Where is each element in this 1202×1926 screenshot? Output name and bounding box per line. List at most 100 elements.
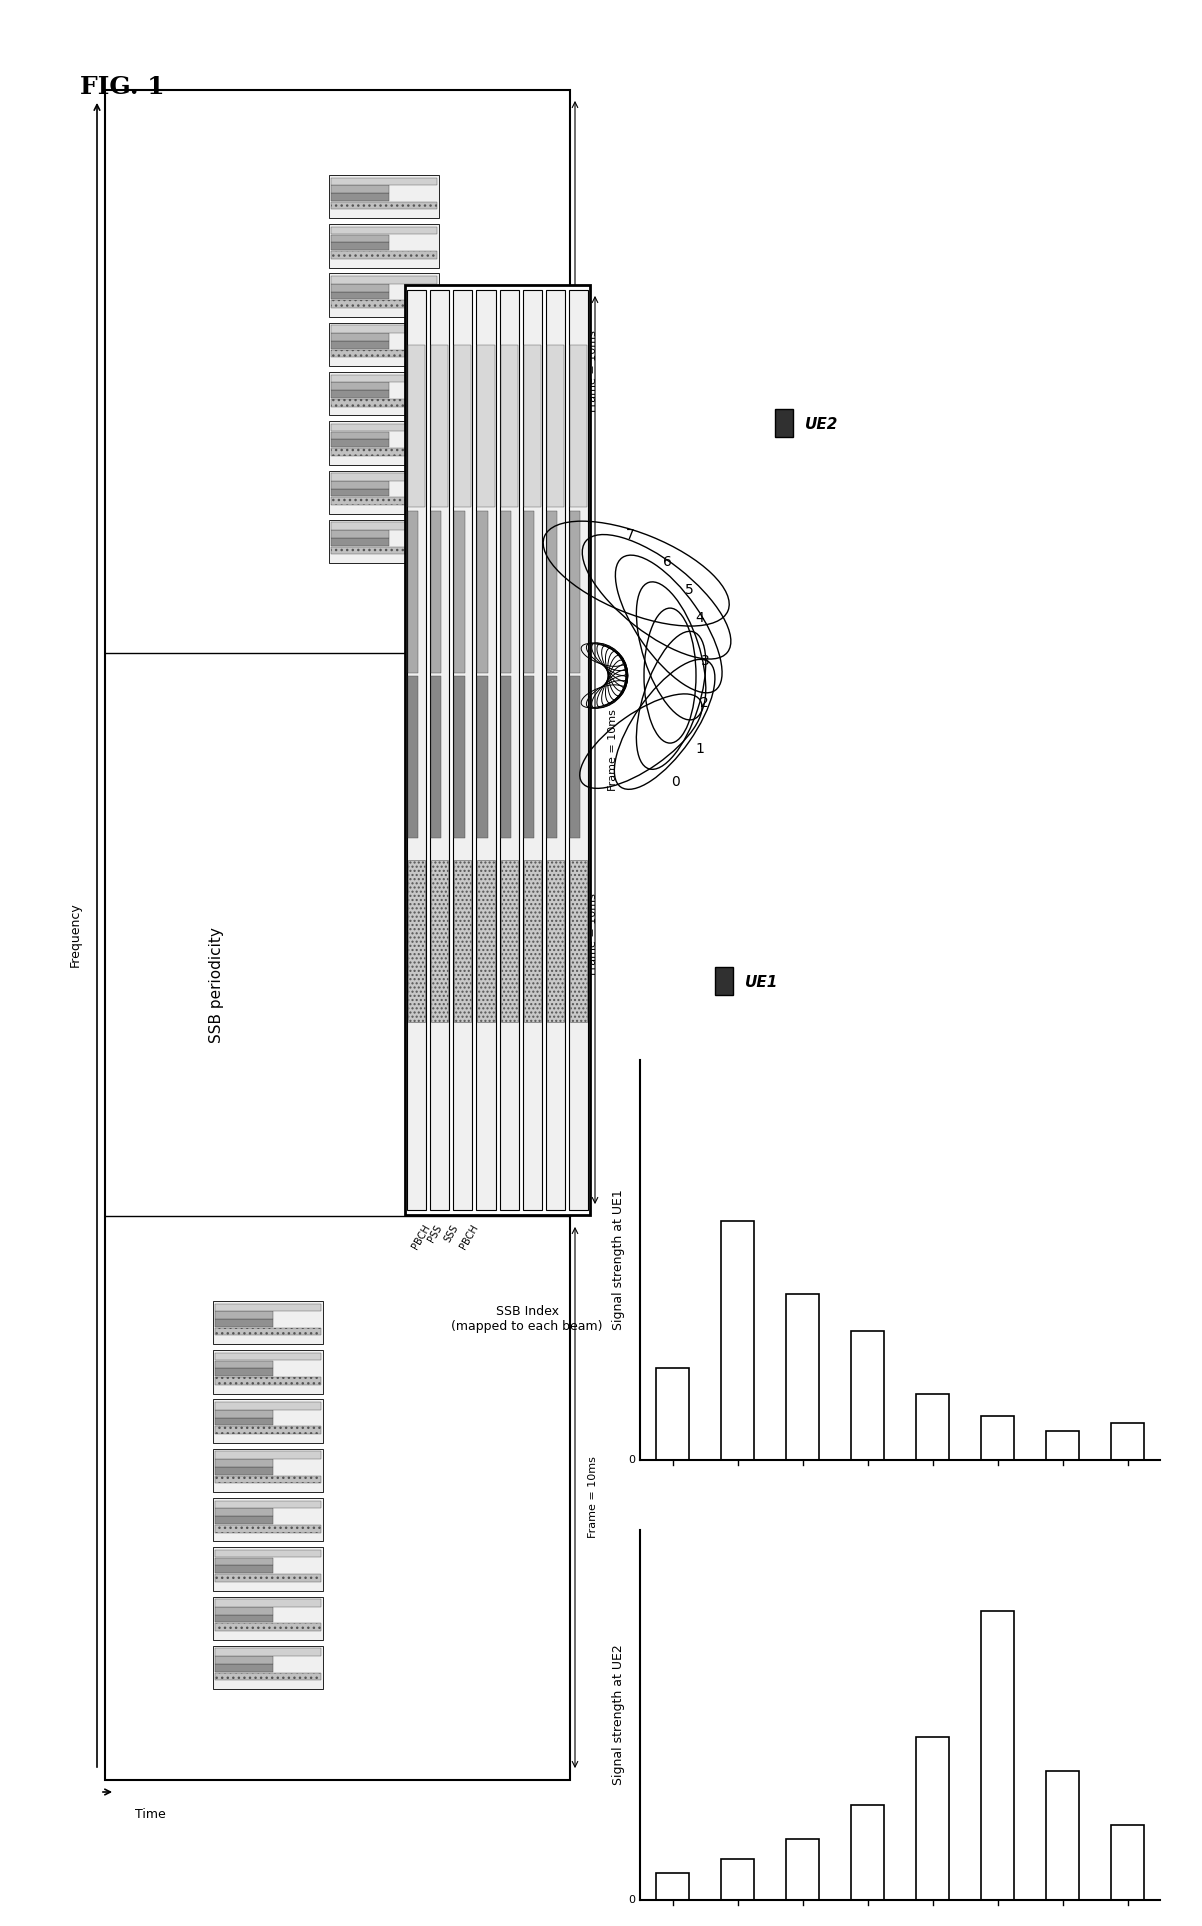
Bar: [656, 1367, 689, 1460]
Bar: [215, 1672, 321, 1679]
Text: SSB periodicity: SSB periodicity: [209, 926, 225, 1044]
Bar: [215, 1377, 321, 1385]
Text: 0: 0: [671, 774, 679, 788]
Bar: [331, 439, 389, 447]
Bar: [215, 1312, 273, 1319]
Bar: [331, 374, 438, 381]
Text: UE1: UE1: [745, 975, 779, 990]
Bar: [215, 1468, 273, 1475]
Bar: [329, 422, 439, 464]
Bar: [432, 676, 441, 838]
Bar: [500, 510, 511, 672]
Bar: [851, 1331, 883, 1460]
Bar: [851, 1805, 883, 1901]
Bar: [786, 1839, 819, 1901]
Bar: [331, 177, 438, 185]
Bar: [547, 676, 557, 838]
Bar: [215, 1624, 321, 1631]
Bar: [454, 861, 471, 1023]
Text: Signal strength at UE1: Signal strength at UE1: [612, 1190, 625, 1331]
Bar: [570, 676, 581, 838]
Bar: [500, 291, 518, 1210]
Bar: [215, 1508, 273, 1516]
Bar: [570, 861, 587, 1023]
Bar: [331, 489, 389, 497]
Bar: [524, 861, 541, 1023]
Bar: [547, 345, 564, 507]
Bar: [331, 235, 389, 243]
Bar: [569, 291, 588, 1210]
Bar: [331, 431, 389, 439]
Bar: [1046, 1770, 1078, 1901]
Bar: [331, 193, 389, 200]
Bar: [105, 91, 570, 1780]
Bar: [213, 1547, 323, 1591]
Text: UE2: UE2: [805, 418, 838, 431]
Bar: [547, 510, 557, 672]
Bar: [331, 275, 438, 283]
Bar: [213, 1400, 323, 1443]
Bar: [477, 510, 488, 672]
Bar: [215, 1327, 321, 1335]
Bar: [215, 1649, 321, 1656]
Bar: [916, 1737, 948, 1901]
Bar: [215, 1606, 273, 1614]
Bar: [213, 1448, 323, 1493]
Bar: [215, 1614, 273, 1622]
Bar: [721, 1221, 754, 1460]
Bar: [215, 1418, 273, 1425]
Bar: [215, 1410, 273, 1418]
Bar: [213, 1597, 323, 1639]
Bar: [215, 1599, 321, 1606]
Text: Frame = 10ms: Frame = 10ms: [588, 1456, 599, 1539]
Bar: [981, 1610, 1013, 1901]
Bar: [331, 547, 438, 555]
Bar: [331, 449, 438, 456]
Bar: [329, 223, 439, 268]
Bar: [331, 537, 389, 545]
Bar: [215, 1574, 321, 1581]
Bar: [331, 283, 389, 291]
Bar: [331, 243, 389, 250]
Text: 4: 4: [696, 611, 704, 626]
Bar: [453, 291, 472, 1210]
Bar: [331, 333, 389, 341]
Bar: [329, 520, 439, 562]
Bar: [407, 291, 427, 1210]
Bar: [331, 399, 438, 406]
Bar: [407, 861, 426, 1023]
Bar: [331, 391, 389, 399]
Bar: [524, 510, 534, 672]
Bar: [477, 345, 494, 507]
Bar: [215, 1664, 273, 1672]
Text: 0: 0: [627, 1895, 635, 1905]
Text: 1: 1: [696, 742, 704, 755]
Text: PBCH: PBCH: [410, 1223, 432, 1252]
Bar: [215, 1427, 321, 1435]
Text: 6: 6: [662, 555, 672, 568]
Bar: [786, 1294, 819, 1460]
Bar: [721, 1859, 754, 1901]
Bar: [215, 1352, 321, 1360]
Text: Frame = 10ms: Frame = 10ms: [588, 329, 599, 412]
Bar: [215, 1360, 273, 1367]
Bar: [454, 676, 464, 838]
Bar: [215, 1452, 321, 1460]
Bar: [215, 1500, 321, 1508]
Bar: [331, 325, 438, 333]
Text: Signal strength at UE2: Signal strength at UE2: [612, 1645, 625, 1785]
Text: SSS: SSS: [442, 1223, 460, 1244]
Bar: [215, 1319, 273, 1327]
Bar: [656, 1872, 689, 1901]
Bar: [570, 510, 581, 672]
Text: Frequency: Frequency: [69, 903, 82, 967]
Bar: [430, 291, 450, 1210]
Bar: [407, 510, 418, 672]
Bar: [331, 291, 389, 299]
Bar: [476, 291, 495, 1210]
Bar: [715, 967, 733, 996]
Text: SSB Index
(mapped to each beam): SSB Index (mapped to each beam): [451, 1306, 602, 1333]
Text: PSS: PSS: [426, 1223, 444, 1244]
Bar: [570, 345, 587, 507]
Bar: [1046, 1431, 1078, 1460]
